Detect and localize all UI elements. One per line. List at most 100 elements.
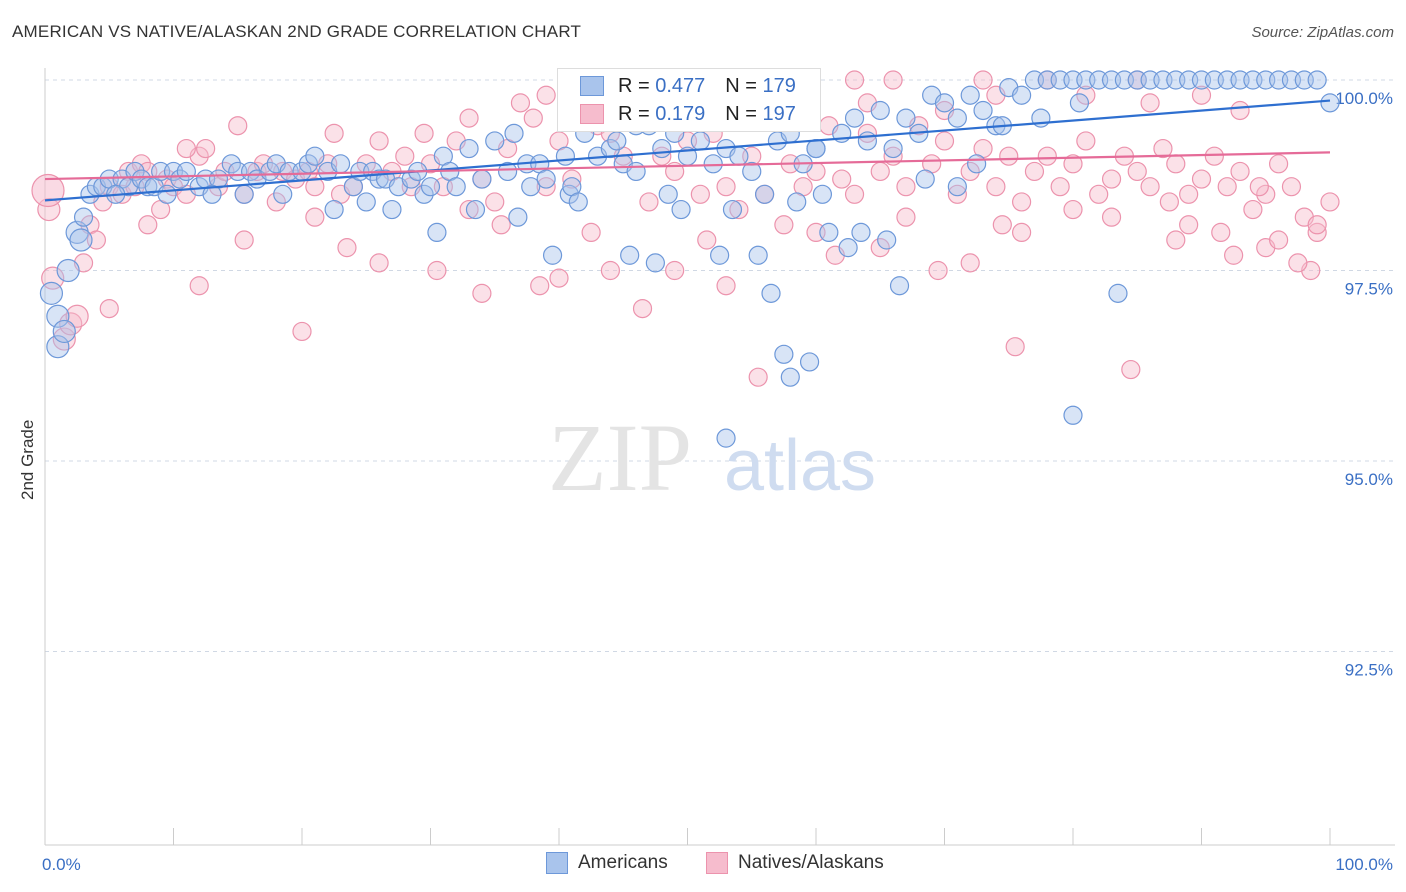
americans-point (465, 199, 486, 220)
natives-point (1217, 177, 1237, 197)
natives-point (999, 146, 1019, 166)
americans-point (1307, 70, 1327, 90)
natives-point (1101, 169, 1122, 189)
americans-point (658, 184, 678, 204)
legend-natives: Natives/Alaskans (706, 852, 884, 874)
trend-lines (44, 99, 1331, 202)
americans-point (947, 108, 967, 128)
americans-point (356, 192, 376, 212)
americans-point (330, 154, 351, 174)
americans-point (799, 352, 820, 372)
natives-point (138, 215, 158, 235)
americans-point (934, 93, 955, 113)
americans-point (1320, 93, 1340, 113)
natives-point (632, 299, 653, 319)
americans-legend-label: Americans (578, 852, 668, 873)
natives-point (1211, 222, 1231, 242)
natives-point (536, 177, 556, 197)
n-value: 179 (762, 74, 796, 97)
natives-point (639, 192, 659, 212)
americans-point (645, 253, 665, 273)
americans-point (812, 184, 833, 204)
americans-point (498, 161, 518, 182)
natives-point (928, 260, 948, 281)
americans-point (806, 138, 826, 159)
americans-point (851, 222, 871, 242)
americans-point (722, 199, 743, 220)
americans-point (787, 192, 807, 212)
natives-point (1249, 177, 1269, 197)
r-label: R = (618, 102, 650, 125)
natives-point (176, 138, 196, 159)
natives-point (1307, 222, 1327, 242)
natives-point (1288, 253, 1308, 273)
americans-point (774, 344, 794, 364)
americans-point (671, 199, 691, 220)
n-label: N = (725, 102, 757, 125)
americans-point (600, 138, 621, 159)
natives-point (1153, 138, 1173, 159)
natives-point (600, 260, 621, 281)
americans-point (710, 245, 730, 265)
natives-point (1230, 100, 1250, 121)
americans-point (157, 184, 177, 204)
natives-point (1063, 199, 1083, 220)
natives-point (1320, 192, 1340, 212)
natives-point (369, 253, 389, 273)
natives-point (1011, 192, 1032, 212)
y-tick-label: 100.0% (1335, 89, 1393, 108)
natives-point (1024, 161, 1045, 182)
r-value: 0.179 (655, 102, 706, 125)
watermark-zip: ZIP (548, 404, 692, 511)
natives-point (472, 283, 492, 303)
natives-point (305, 207, 325, 227)
americans-point (877, 230, 897, 250)
watermark: ZIP atlas (548, 404, 876, 511)
americans-point (52, 319, 76, 344)
correlation-legend: R = 0.477 N = 179 R = 0.179 N = 197 (557, 68, 821, 132)
y-tick-label: 95.0% (1345, 470, 1393, 489)
natives-point (729, 199, 749, 220)
americans-point (420, 177, 441, 197)
natives-point (665, 260, 685, 281)
americans-point (202, 184, 222, 204)
americans-point (125, 161, 145, 182)
natives-point (960, 161, 980, 182)
americans-point (521, 177, 541, 197)
americans-point (967, 154, 987, 174)
natives-point (1191, 169, 1212, 189)
watermark-atlas: atlas (724, 426, 876, 506)
americans-point (857, 131, 878, 151)
natives-point (1005, 337, 1025, 357)
americans-point (838, 238, 858, 258)
americans-point (46, 335, 70, 359)
americans-point (170, 169, 190, 189)
americans-point (1011, 85, 1032, 105)
natives-point (234, 230, 254, 250)
natives-point (973, 70, 993, 90)
americans-point (729, 146, 749, 166)
americans-points (39, 70, 1340, 448)
natives-point (716, 276, 736, 296)
natives-point (1063, 154, 1083, 174)
source-label: Source: ZipAtlas.com (1251, 24, 1394, 41)
americans-point (459, 138, 479, 159)
americans-point (870, 100, 890, 121)
americans-point (260, 161, 280, 182)
natives-point (1230, 161, 1250, 182)
natives-point (530, 276, 550, 296)
americans-point (69, 228, 93, 252)
natives-point (1268, 154, 1289, 174)
natives-point (395, 146, 415, 166)
natives-point (748, 367, 768, 387)
natives-legend-swatch (706, 852, 728, 874)
legend-row-natives: R = 0.179 N = 197 (580, 101, 796, 127)
natives-point (459, 199, 479, 220)
americans-point (508, 207, 528, 227)
natives-point (189, 276, 209, 296)
natives-point (305, 177, 325, 197)
natives-point (690, 184, 710, 204)
americans-point (427, 222, 447, 242)
natives-point (196, 138, 216, 159)
natives-swatch (580, 104, 604, 124)
